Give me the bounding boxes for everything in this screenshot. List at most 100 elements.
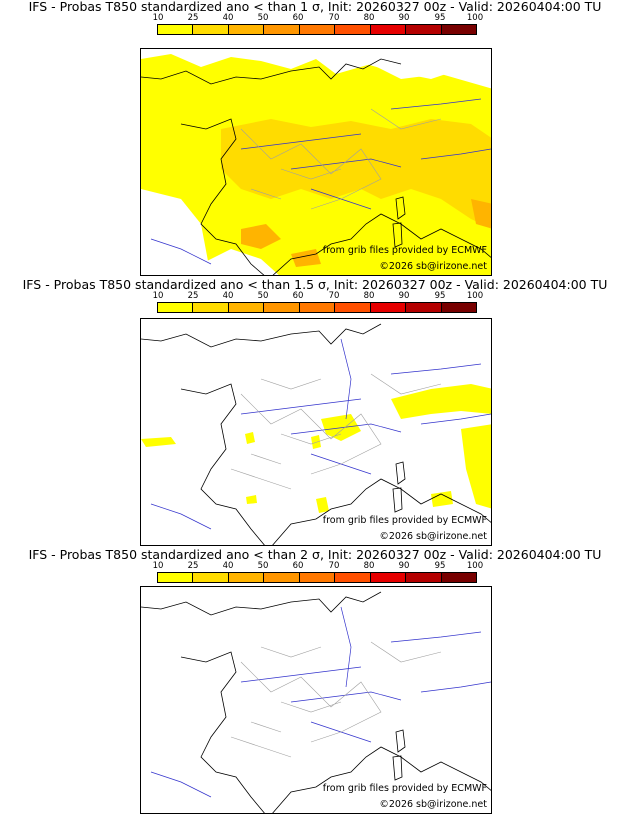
probability-area-10-25 (316, 497, 329, 513)
scale-swatch (335, 573, 371, 582)
panel-title: IFS - Probas T850 standardized ano < tha… (28, 0, 602, 14)
scale-label: 100 (466, 291, 484, 301)
color-scale-labels: 10 25 40 50 60 70 80 90 95 100 (153, 561, 484, 572)
scale-label: 90 (398, 291, 410, 301)
credit-copyright: ©2026 sb@irizone.net (379, 531, 487, 542)
credit-copyright: ©2026 sb@irizone.net (379, 261, 487, 272)
scale-swatch (370, 25, 407, 34)
scale-label: 70 (328, 291, 340, 301)
scale-swatch (299, 573, 336, 582)
no-data-area (141, 189, 211, 275)
probability-map: from grib files provided by ECMWF ©2026 … (140, 318, 492, 546)
scale-label: 95 (434, 561, 446, 571)
admin-borders (230, 373, 442, 490)
scale-swatch (264, 303, 300, 312)
scale-label: 25 (187, 561, 199, 571)
credit-source: from grib files provided by ECMWF (322, 515, 487, 526)
scale-swatch (299, 303, 336, 312)
admin-borders (230, 641, 442, 758)
probability-area-10-25 (461, 424, 491, 509)
coastline (141, 323, 491, 545)
scale-label: 50 (257, 291, 269, 301)
scale-label: 100 (466, 13, 484, 23)
probability-area-40-50 (471, 199, 491, 229)
scale-swatch (335, 25, 371, 34)
probability-area-10-25 (431, 491, 453, 507)
scale-label: 10 (152, 13, 164, 23)
coastline (141, 58, 491, 275)
panel-title: IFS - Probas T850 standardized ano < tha… (22, 277, 608, 292)
probability-map: from grib files provided by ECMWF ©2026 … (140, 48, 492, 276)
scale-swatch (264, 25, 300, 34)
scale-label: 80 (363, 291, 375, 301)
scale-label: 60 (292, 561, 304, 571)
no-data-area (356, 49, 461, 79)
river (150, 606, 491, 798)
scale-label: 10 (152, 291, 164, 301)
probability-area-10-25 (245, 432, 255, 444)
scale-swatch (406, 303, 442, 312)
probability-map: from grib files provided by ECMWF ©2026 … (140, 586, 492, 814)
island (392, 461, 406, 513)
scale-swatch (406, 25, 442, 34)
map-canvas (141, 49, 491, 275)
scale-swatch (370, 303, 407, 312)
scale-label: 80 (363, 13, 375, 23)
admin-borders (240, 108, 442, 210)
credit-source: from grib files provided by ECMWF (322, 245, 487, 256)
scale-label: 10 (152, 561, 164, 571)
probability-area-10-25 (311, 435, 321, 449)
color-scale-labels: 10 25 40 50 60 70 80 90 95 100 (153, 291, 484, 302)
scale-swatch (193, 303, 229, 312)
map-panel-3: IFS - Probas T850 standardized ano < tha… (0, 548, 630, 826)
scale-swatch (441, 303, 476, 312)
scale-label: 25 (187, 291, 199, 301)
scale-label: 70 (328, 13, 340, 23)
scale-swatch (158, 303, 194, 312)
scale-swatch (299, 25, 336, 34)
probability-area-40-50 (241, 224, 281, 249)
island (392, 729, 406, 781)
coastline (141, 591, 491, 813)
scale-label: 70 (328, 561, 340, 571)
scale-swatch (158, 573, 194, 582)
scale-swatch (441, 25, 476, 34)
scale-label: 95 (434, 13, 446, 23)
scale-label: 50 (257, 561, 269, 571)
scale-swatch (406, 573, 442, 582)
map-canvas (141, 591, 491, 813)
probability-area-10-25 (141, 437, 176, 447)
scale-swatch (228, 303, 265, 312)
scale-swatch (228, 573, 265, 582)
scale-swatch (264, 573, 300, 582)
map-panel-2: IFS - Probas T850 standardized ano < tha… (0, 278, 630, 548)
scale-label: 25 (187, 13, 199, 23)
color-scale-labels: 10 25 40 50 60 70 80 90 95 100 (153, 13, 484, 24)
scale-swatch (193, 25, 229, 34)
color-scale-bar (157, 24, 477, 35)
scale-swatch (193, 573, 229, 582)
scale-swatch (335, 303, 371, 312)
scale-label: 50 (257, 13, 269, 23)
scale-label: 40 (222, 291, 234, 301)
scale-label: 90 (398, 561, 410, 571)
probability-area-10-25 (246, 495, 257, 504)
scale-swatch (441, 573, 476, 582)
color-scale-bar (157, 302, 477, 313)
probability-area-40-50 (291, 249, 321, 267)
probability-area-10-25 (391, 384, 491, 419)
island (392, 196, 406, 248)
scale-label: 95 (434, 291, 446, 301)
scale-label: 60 (292, 13, 304, 23)
scale-swatch (370, 573, 407, 582)
scale-label: 100 (466, 561, 484, 571)
panel-title: IFS - Probas T850 standardized ano < tha… (28, 547, 602, 562)
scale-label: 90 (398, 13, 410, 23)
scale-swatch (228, 25, 265, 34)
scale-label: 40 (222, 13, 234, 23)
credit-source: from grib files provided by ECMWF (322, 783, 487, 794)
scale-label: 40 (222, 561, 234, 571)
scale-label: 60 (292, 291, 304, 301)
map-canvas (141, 323, 491, 545)
scale-swatch (158, 25, 194, 34)
